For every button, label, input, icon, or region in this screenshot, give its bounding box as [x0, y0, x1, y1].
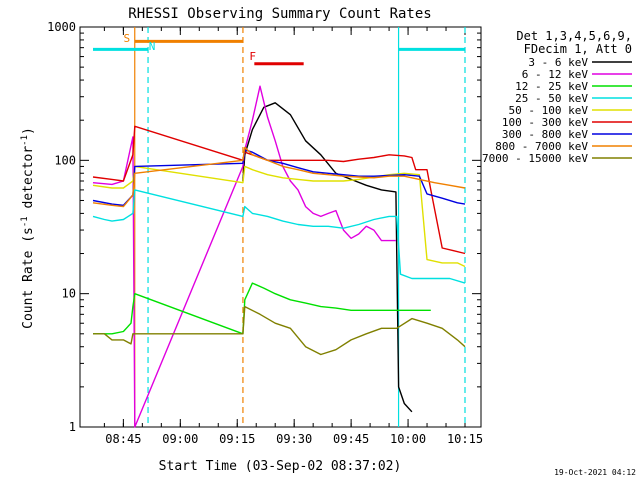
series-line — [92, 85, 396, 428]
x-tick-label: 09:00 — [162, 432, 198, 446]
y-tick-label: 1 — [69, 420, 76, 434]
y-tick-label: 100 — [54, 153, 76, 167]
annotation-label: N — [149, 40, 156, 53]
series-line — [92, 125, 466, 255]
legend-label: 12 - 25 keV — [515, 80, 588, 93]
legend-label: 800 - 7000 keV — [495, 140, 588, 153]
x-tick-label: 09:30 — [276, 432, 312, 446]
legend-header-1: Det 1,3,4,5,6,9, — [516, 29, 632, 43]
legend-label: 3 - 6 keV — [528, 56, 588, 69]
y-axis-ticks: 1 10 100 1000 — [47, 20, 481, 434]
flag-annotations: S N F — [123, 32, 256, 63]
timestamp: 19-Oct-2021 04:12 — [554, 468, 636, 477]
y-axis-label-end: ) — [21, 127, 36, 135]
x-tick-label: 10:00 — [390, 432, 426, 446]
time-markers — [134, 27, 466, 427]
plot-frame — [79, 26, 482, 428]
legend-label: 100 - 300 keV — [502, 116, 588, 129]
legend-label: 7000 - 15000 keV — [482, 152, 588, 165]
x-tick-label: 09:45 — [333, 432, 369, 446]
y-axis-label-main: Count Rate (s — [21, 227, 36, 329]
series-lines — [92, 85, 466, 428]
series-line — [242, 102, 413, 413]
series-line — [93, 282, 431, 335]
y-tick-label: 10 — [62, 287, 76, 301]
y-axis-label-mid: detector — [21, 146, 36, 217]
y-axis-label-sup2: -1 — [20, 135, 30, 146]
series-line — [92, 189, 466, 284]
x-tick-label: 09:15 — [219, 432, 255, 446]
legend-label: 300 - 800 keV — [502, 128, 588, 141]
annotation-label: F — [249, 50, 256, 63]
legend-label: 50 - 100 keV — [509, 104, 589, 117]
y-tick-label: 1000 — [47, 20, 76, 34]
chart-title: RHESSI Observing Summary Count Rates — [128, 6, 431, 22]
annotation-label: S — [123, 32, 130, 45]
series-line — [92, 146, 466, 208]
legend-label: 25 - 50 keV — [515, 92, 588, 105]
series-line — [92, 165, 466, 268]
x-axis-ticks: 08:45 09:00 09:15 09:30 09:45 10:00 10:15 — [103, 27, 483, 446]
x-tick-label: 08:45 — [105, 432, 141, 446]
y-axis-label: Count Rate (s-1 detector-1) — [20, 127, 36, 329]
x-tick-label: 10:15 — [447, 432, 483, 446]
x-axis-label: Start Time (03-Sep-02 08:37:02) — [159, 459, 402, 474]
series-line — [93, 305, 466, 356]
legend-header-2: FDecim 1, Att 0 — [524, 42, 632, 56]
y-axis-label-sup1: -1 — [20, 216, 30, 227]
legend: Det 1,3,4,5,6,9, FDecim 1, Att 0 3 - 6 k… — [482, 29, 632, 165]
legend-label: 6 - 12 keV — [522, 68, 589, 81]
attenuator-bars — [93, 39, 465, 66]
